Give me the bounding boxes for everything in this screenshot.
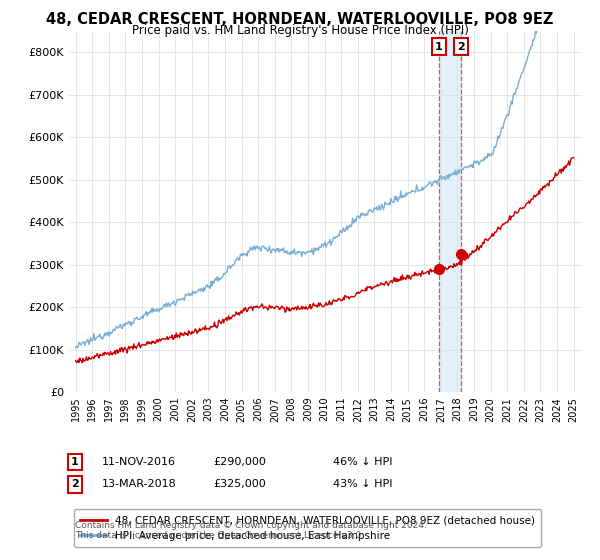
Text: £325,000: £325,000 (213, 479, 266, 489)
Text: 48, CEDAR CRESCENT, HORNDEAN, WATERLOOVILLE, PO8 9EZ: 48, CEDAR CRESCENT, HORNDEAN, WATERLOOVI… (46, 12, 554, 27)
Text: £290,000: £290,000 (213, 457, 266, 467)
Legend: 48, CEDAR CRESCENT, HORNDEAN, WATERLOOVILLE, PO8 9EZ (detached house), HPI: Aver: 48, CEDAR CRESCENT, HORNDEAN, WATERLOOVI… (74, 509, 541, 547)
Text: 1: 1 (435, 41, 443, 52)
Text: 43% ↓ HPI: 43% ↓ HPI (333, 479, 392, 489)
Text: Price paid vs. HM Land Registry's House Price Index (HPI): Price paid vs. HM Land Registry's House … (131, 24, 469, 36)
Text: 2: 2 (71, 479, 79, 489)
Text: 13-MAR-2018: 13-MAR-2018 (102, 479, 177, 489)
Text: 11-NOV-2016: 11-NOV-2016 (102, 457, 176, 467)
Text: Contains HM Land Registry data © Crown copyright and database right 2024.
This d: Contains HM Land Registry data © Crown c… (75, 521, 427, 540)
Bar (439, 31, 461, 392)
Text: 2: 2 (457, 41, 464, 52)
Text: 1: 1 (71, 457, 79, 467)
Text: 46% ↓ HPI: 46% ↓ HPI (333, 457, 392, 467)
